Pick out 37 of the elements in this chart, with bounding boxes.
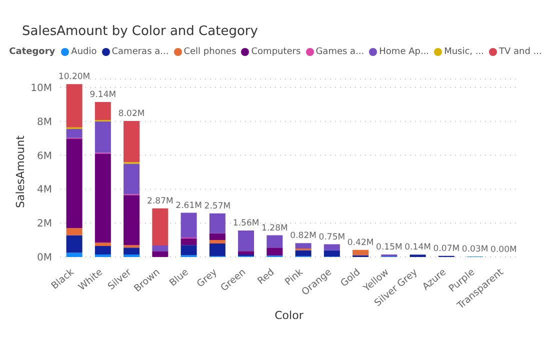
total-label: 1.56M	[232, 218, 260, 229]
total-label: 8.02M	[118, 109, 145, 120]
y-tick-label: 6M	[37, 150, 52, 162]
total-label: 0.82M	[290, 231, 316, 242]
x-axis-title: Color	[274, 309, 304, 322]
total-label: 2.57M	[204, 201, 231, 212]
total-label: 1.28M	[262, 223, 288, 234]
y-tick-label: 4M	[37, 184, 52, 196]
y-tick-label: 8M	[37, 116, 52, 128]
legend-label: Cell phones	[182, 47, 236, 57]
total-label: 0.42M	[347, 238, 374, 248]
total-label: 0.15M	[376, 242, 402, 252]
y-tick-label: 0M	[37, 252, 52, 264]
total-label: 0.00M	[490, 245, 517, 255]
total-label: 2.61M	[176, 200, 202, 211]
y-axis-title: SalesAmount	[14, 134, 27, 208]
legend-label: TV and ...	[498, 47, 542, 57]
total-label: 0.14M	[404, 242, 431, 253]
total-label: 9.14M	[90, 90, 116, 100]
y-tick-label: 2M	[37, 218, 52, 230]
legend-label: Home Ap...	[378, 47, 430, 57]
legend-label: Audio	[70, 47, 97, 57]
legend-label: Music, ...	[443, 47, 484, 57]
legend-label: Cameras a...	[110, 47, 169, 57]
chart-title: SalesAmount by Color and Category	[22, 24, 259, 39]
total-label: 2.87M	[147, 196, 174, 206]
x-tick-label: Pink	[283, 266, 306, 288]
x-tick-label: Blue	[168, 266, 191, 289]
total-label: 0.75M	[318, 232, 346, 242]
total-label: 0.07M	[433, 244, 460, 254]
legend-title: Category	[9, 47, 56, 57]
x-tick-label: Red	[256, 266, 277, 287]
y-tick-label: 10M	[30, 83, 52, 94]
total-label: 0.03M	[462, 244, 488, 254]
legend-label: Games a...	[314, 47, 364, 57]
legend-label: Computers	[250, 47, 301, 57]
total-label: 10.20M	[58, 72, 90, 82]
